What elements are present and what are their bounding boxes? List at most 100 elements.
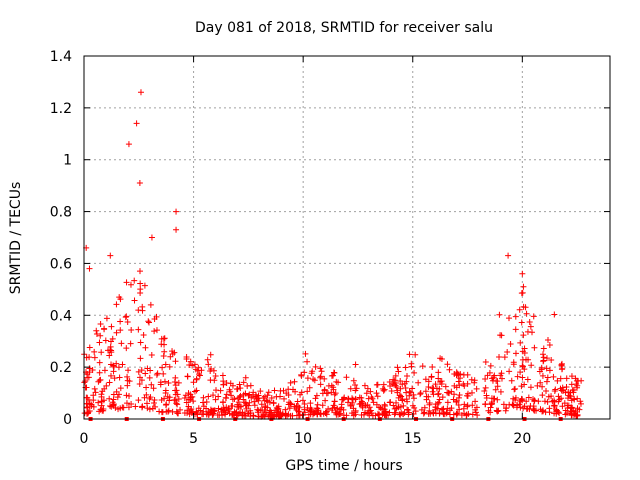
data-point xyxy=(445,399,451,405)
data-point xyxy=(313,395,319,401)
data-point xyxy=(205,357,211,363)
data-point xyxy=(415,380,421,386)
y-tick-label: 0.4 xyxy=(50,308,72,324)
data-point xyxy=(552,388,558,394)
data-point xyxy=(539,392,545,398)
data-point xyxy=(98,321,104,327)
data-point xyxy=(215,412,221,418)
data-point xyxy=(117,374,123,380)
chart-title: Day 081 of 2018, SRMTID for receiver sal… xyxy=(195,20,493,36)
data-point xyxy=(288,380,294,386)
data-point xyxy=(543,388,549,394)
data-point xyxy=(512,386,518,392)
data-point xyxy=(151,400,157,406)
data-point xyxy=(578,401,584,407)
data-point xyxy=(205,361,211,367)
data-point xyxy=(465,372,471,378)
data-point xyxy=(139,304,145,310)
data-point xyxy=(106,396,112,402)
data-point xyxy=(528,324,534,330)
data-point xyxy=(91,349,97,355)
data-point xyxy=(135,397,141,403)
data-point xyxy=(527,319,533,325)
data-point xyxy=(148,302,154,308)
data-point xyxy=(513,326,519,332)
data-point xyxy=(121,405,127,411)
data-point xyxy=(137,355,143,361)
data-point xyxy=(343,374,349,380)
data-point xyxy=(488,363,494,369)
data-point xyxy=(307,400,313,406)
data-point xyxy=(163,402,169,408)
data-point xyxy=(118,340,124,346)
data-point xyxy=(404,373,410,379)
data-point xyxy=(123,345,129,351)
data-point xyxy=(98,349,104,355)
data-point xyxy=(87,345,93,351)
data-point xyxy=(265,392,271,398)
data-point xyxy=(541,354,547,360)
data-point xyxy=(542,398,548,404)
data-point xyxy=(107,380,113,386)
data-point xyxy=(155,370,161,376)
data-point xyxy=(317,375,323,381)
data-point xyxy=(128,341,134,347)
data-point xyxy=(540,351,546,357)
data-point xyxy=(305,375,311,381)
peak-point xyxy=(134,120,140,126)
data-point xyxy=(152,397,158,403)
data-point xyxy=(525,377,531,383)
data-point xyxy=(83,385,89,391)
data-point xyxy=(381,382,387,388)
data-point xyxy=(509,378,515,384)
data-point xyxy=(128,327,134,333)
data-point xyxy=(417,391,423,397)
data-point xyxy=(403,385,409,391)
data-point xyxy=(541,346,547,352)
data-point xyxy=(520,357,526,363)
data-point xyxy=(159,365,165,371)
data-point xyxy=(506,315,512,321)
data-point xyxy=(394,364,400,370)
data-point xyxy=(457,392,463,398)
data-point xyxy=(220,382,226,388)
data-point xyxy=(192,361,198,367)
data-point xyxy=(114,330,120,336)
data-point xyxy=(373,390,379,396)
data-point xyxy=(113,301,119,307)
data-point xyxy=(472,398,478,404)
data-point xyxy=(272,387,278,393)
data-point xyxy=(143,384,149,390)
data-point xyxy=(496,312,502,318)
data-point xyxy=(519,290,525,296)
y-axis-label: SRMTID / TECUs xyxy=(8,182,24,295)
data-point xyxy=(184,373,190,379)
data-point xyxy=(353,361,359,367)
data-point xyxy=(224,391,230,397)
data-point xyxy=(304,359,310,365)
data-point xyxy=(528,384,534,390)
data-point xyxy=(97,370,103,376)
data-point xyxy=(362,383,368,389)
data-point xyxy=(494,408,500,414)
y-tick-label: 1 xyxy=(63,153,72,169)
data-point xyxy=(162,379,168,385)
data-point xyxy=(213,387,219,393)
data-point xyxy=(497,332,503,338)
data-point xyxy=(200,395,206,401)
data-point xyxy=(436,391,442,397)
peak-point xyxy=(173,227,179,233)
data-point xyxy=(117,327,123,333)
data-point xyxy=(319,368,325,374)
y-tick-label: 0.2 xyxy=(50,360,72,376)
data-point xyxy=(166,397,172,403)
peak-point xyxy=(149,235,155,241)
data-point xyxy=(545,399,551,405)
data-point xyxy=(142,345,148,351)
data-point xyxy=(108,344,114,350)
data-point xyxy=(207,377,213,383)
x-tick-label: 5 xyxy=(189,431,198,447)
data-point xyxy=(509,402,515,408)
data-point xyxy=(273,394,279,400)
data-point xyxy=(418,390,424,396)
